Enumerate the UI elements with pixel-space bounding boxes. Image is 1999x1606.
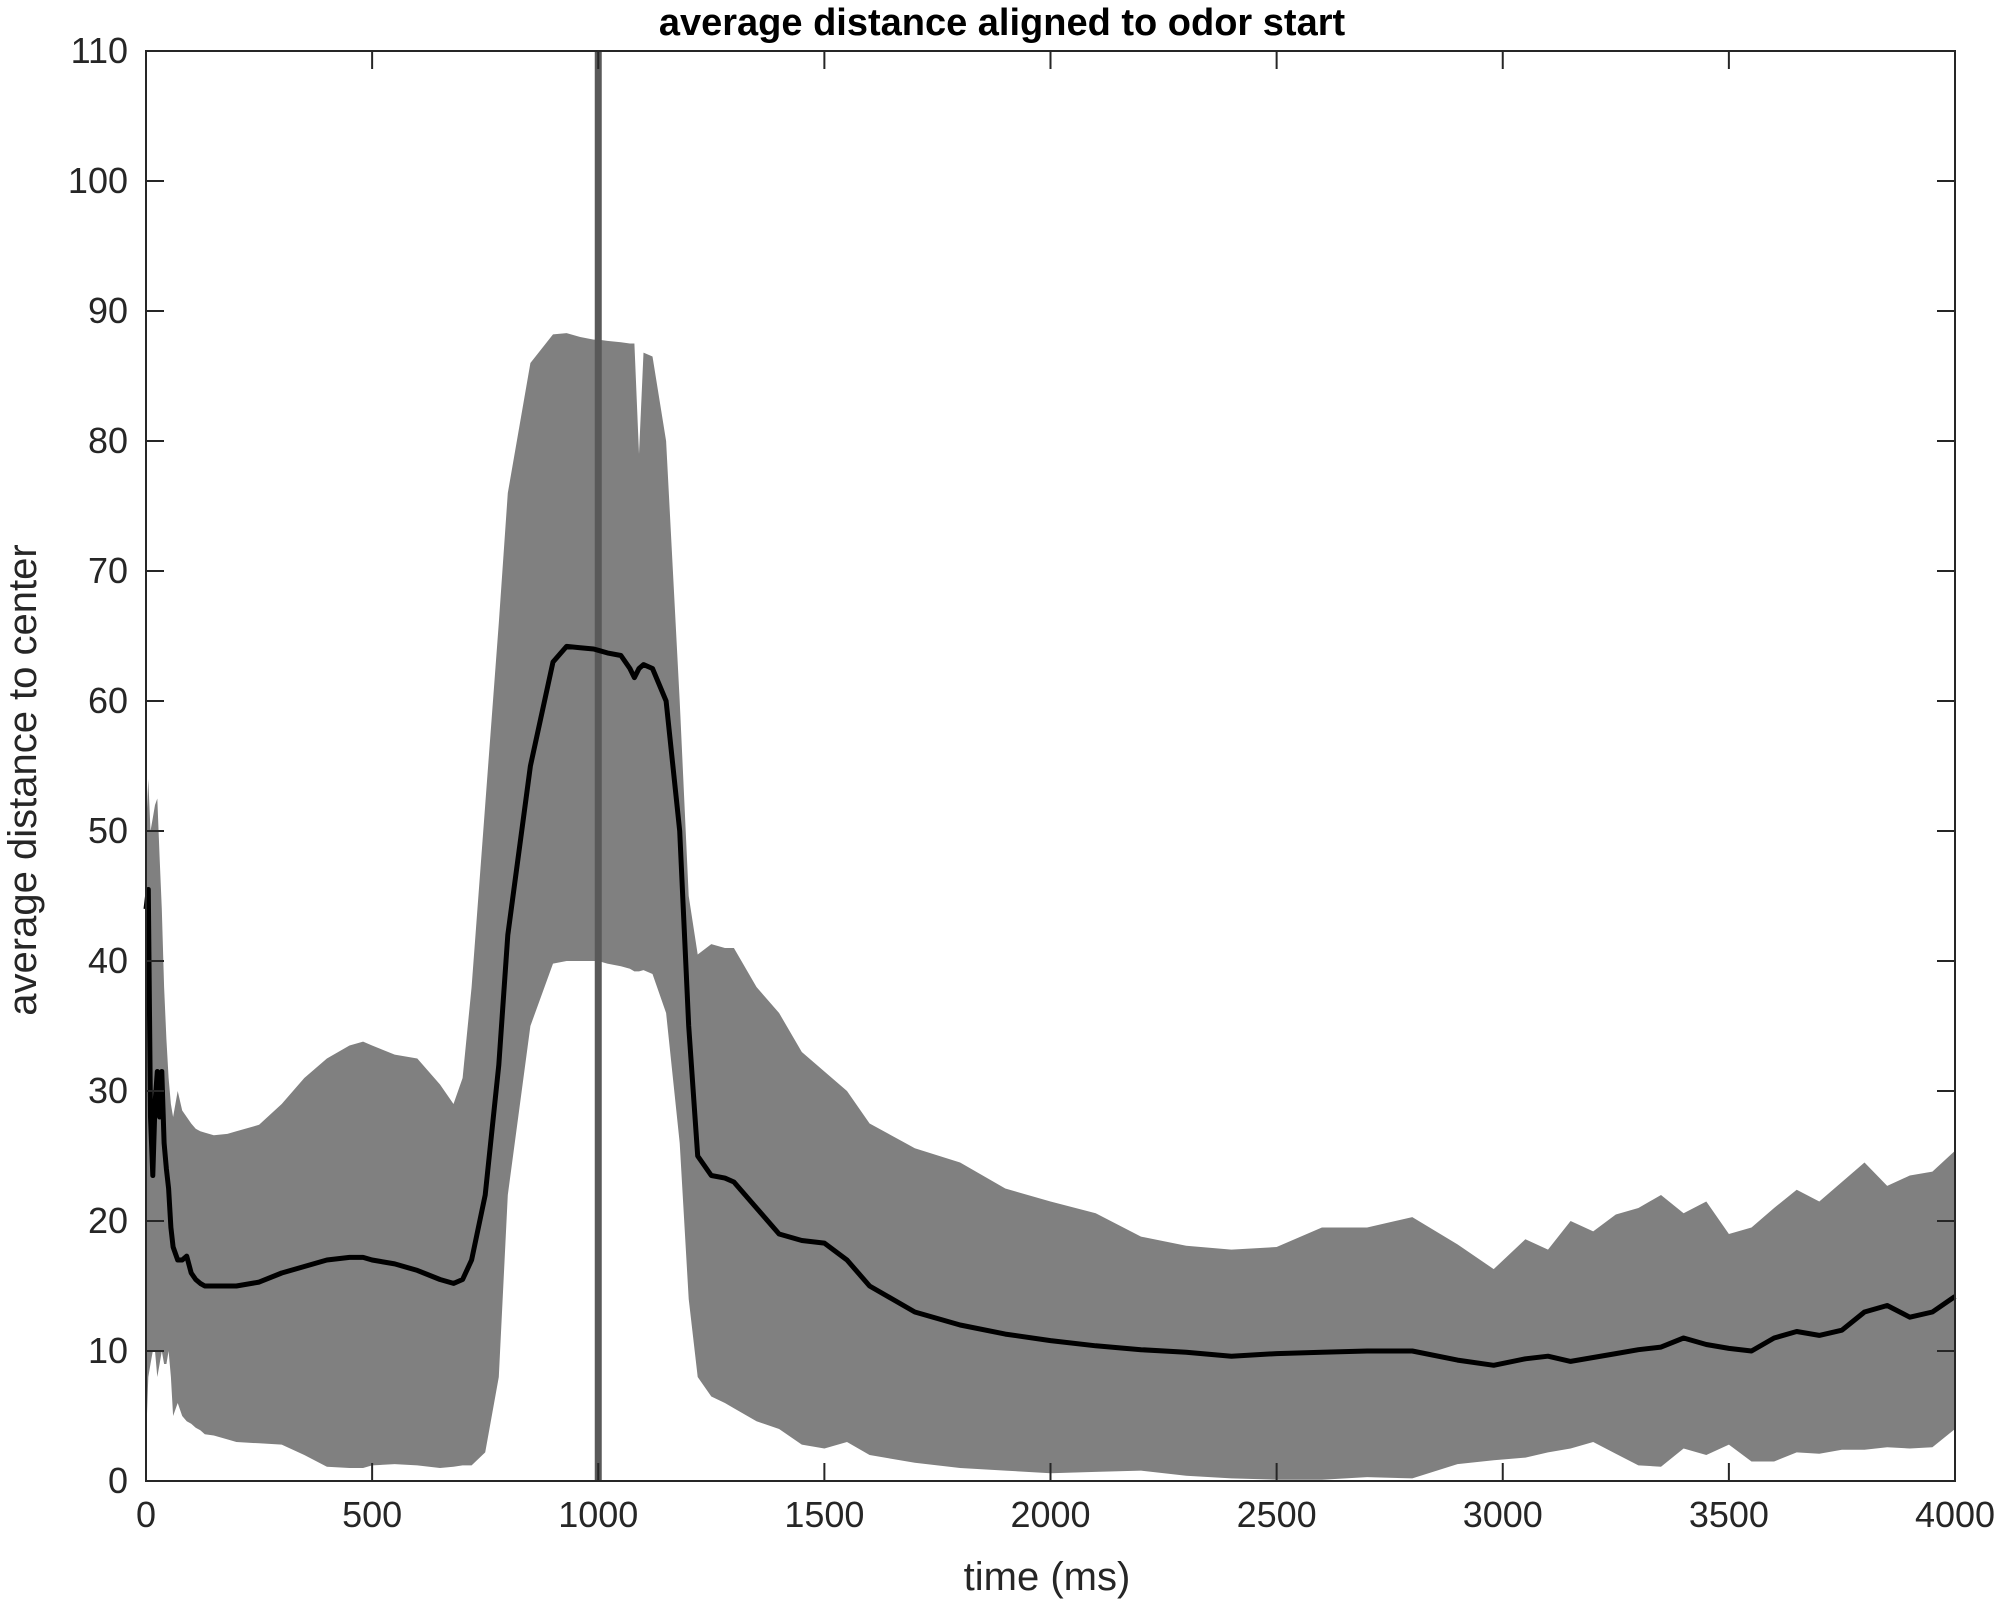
- x-axis-label: time (ms): [964, 1555, 1131, 1599]
- x-tick-label: 1000: [558, 1494, 638, 1535]
- y-tick-label: 40: [88, 940, 128, 981]
- y-tick-label: 60: [88, 680, 128, 721]
- axis-labels: average distance aligned to odor start t…: [1, 2, 1345, 1599]
- y-tick-label: 110: [71, 30, 128, 71]
- y-tick-label: 90: [88, 290, 128, 331]
- y-axis-label: average distance to center: [1, 544, 45, 1015]
- axes: 0 500 1000 1500 2000 2500 3000 3500 4000 0 10 20 30 4…: [68, 30, 1995, 1535]
- mean-line: [143, 643, 1957, 1368]
- x-tick-label: 500: [342, 1494, 402, 1535]
- y-tick-label: 30: [88, 1070, 128, 1111]
- y-tick-label: 70: [88, 550, 128, 591]
- chart-title: average distance aligned to odor start: [659, 2, 1346, 44]
- x-tick-label: 2000: [1010, 1494, 1090, 1535]
- y-tick-label: 50: [88, 810, 128, 851]
- x-tick-label: 2500: [1237, 1494, 1317, 1535]
- x-tick-label: 3500: [1689, 1494, 1769, 1535]
- plot-area: [143, 51, 1957, 1481]
- x-tick-label: 4000: [1915, 1494, 1995, 1535]
- y-tick-label: 20: [88, 1200, 128, 1241]
- y-tick-label: 100: [68, 160, 128, 201]
- x-tick-label: 3000: [1463, 1494, 1543, 1535]
- y-tick-label: 10: [88, 1330, 128, 1371]
- y-tick-label: 80: [88, 420, 128, 461]
- x-tick-label: 0: [136, 1494, 156, 1535]
- x-tick-label: 1500: [784, 1494, 864, 1535]
- y-tick-label: 0: [108, 1460, 128, 1501]
